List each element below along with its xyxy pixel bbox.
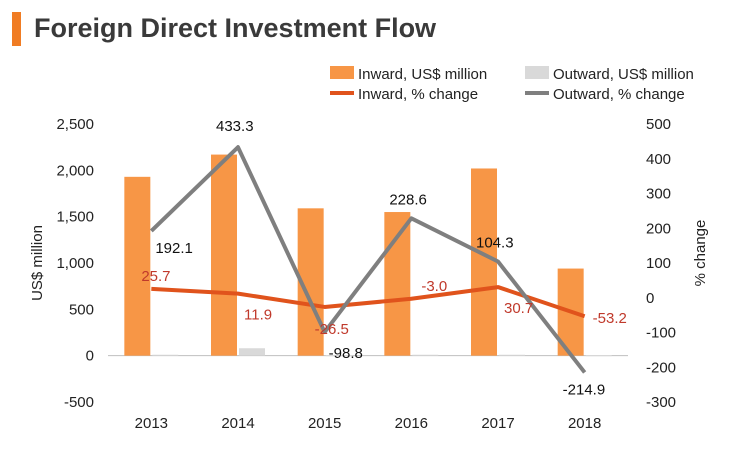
y-tick-label: 1,500 (56, 209, 94, 226)
bar-outward (152, 354, 179, 356)
y-tick-label: 1,000 (56, 255, 94, 272)
bar-inward (471, 168, 497, 356)
x-tick-label: 2016 (395, 415, 428, 432)
y2-tick-label: -200 (646, 359, 676, 376)
data-label-outward: -214.9 (563, 381, 606, 398)
legend-label: Inward, % change (358, 86, 478, 103)
y-tick-label: 2,000 (56, 162, 94, 179)
x-tick-label: 2018 (568, 415, 601, 432)
data-label-inward: -26.5 (315, 321, 349, 338)
line-inward-pct (151, 285, 586, 319)
data-label-inward: 11.9 (244, 307, 272, 324)
data-label-inward: 25.7 (141, 268, 170, 285)
page-title: Foreign Direct Investment Flow (34, 13, 437, 43)
data-label-outward: 433.3 (216, 118, 254, 135)
x-tick-label: 2015 (308, 415, 341, 432)
bar-outward (325, 355, 352, 357)
x-tick-label: 2017 (481, 415, 514, 432)
legend-label: Inward, US$ million (358, 66, 487, 83)
bar-outward (239, 348, 265, 356)
y-tick-label: 500 (69, 301, 94, 318)
data-label-inward: 30.7 (504, 300, 533, 317)
y-axis-label: US$ million (29, 225, 46, 301)
y2-tick-label: 0 (646, 290, 654, 307)
bar-inward (211, 154, 237, 356)
y-tick-label: -500 (64, 394, 94, 411)
y2-tick-label: 400 (646, 151, 671, 168)
legend-swatch (525, 66, 549, 79)
y2-tick-label: 200 (646, 220, 671, 237)
data-label-inward: -53.2 (593, 310, 627, 327)
legend-label: Outward, US$ million (553, 66, 694, 83)
data-label-outward: 192.1 (155, 240, 193, 257)
bar-inward (124, 176, 151, 356)
data-label-outward: 228.6 (389, 191, 427, 208)
bar-outward (499, 354, 525, 356)
legend-swatch (330, 66, 354, 79)
y2-axis-label: % change (692, 220, 709, 287)
y2-tick-label: 300 (646, 186, 671, 203)
y2-tick-label: -300 (646, 394, 676, 411)
bar-outward (585, 355, 612, 357)
bar-outward (412, 354, 439, 356)
y-tick-label: 0 (86, 348, 94, 365)
x-tick-label: 2014 (221, 415, 254, 432)
data-label-outward: 104.3 (476, 235, 514, 252)
data-label-inward: -3.0 (421, 278, 447, 295)
y2-tick-label: 100 (646, 255, 671, 272)
line-outward-pct (149, 145, 587, 374)
y2-tick-label: -100 (646, 325, 676, 342)
title-accent-bar (12, 12, 21, 46)
x-tick-label: 2013 (135, 415, 168, 432)
data-label-outward: -98.8 (329, 345, 363, 362)
y2-tick-label: 500 (646, 116, 671, 133)
legend-label: Outward, % change (553, 86, 685, 103)
y-tick-label: 2,500 (56, 116, 94, 133)
